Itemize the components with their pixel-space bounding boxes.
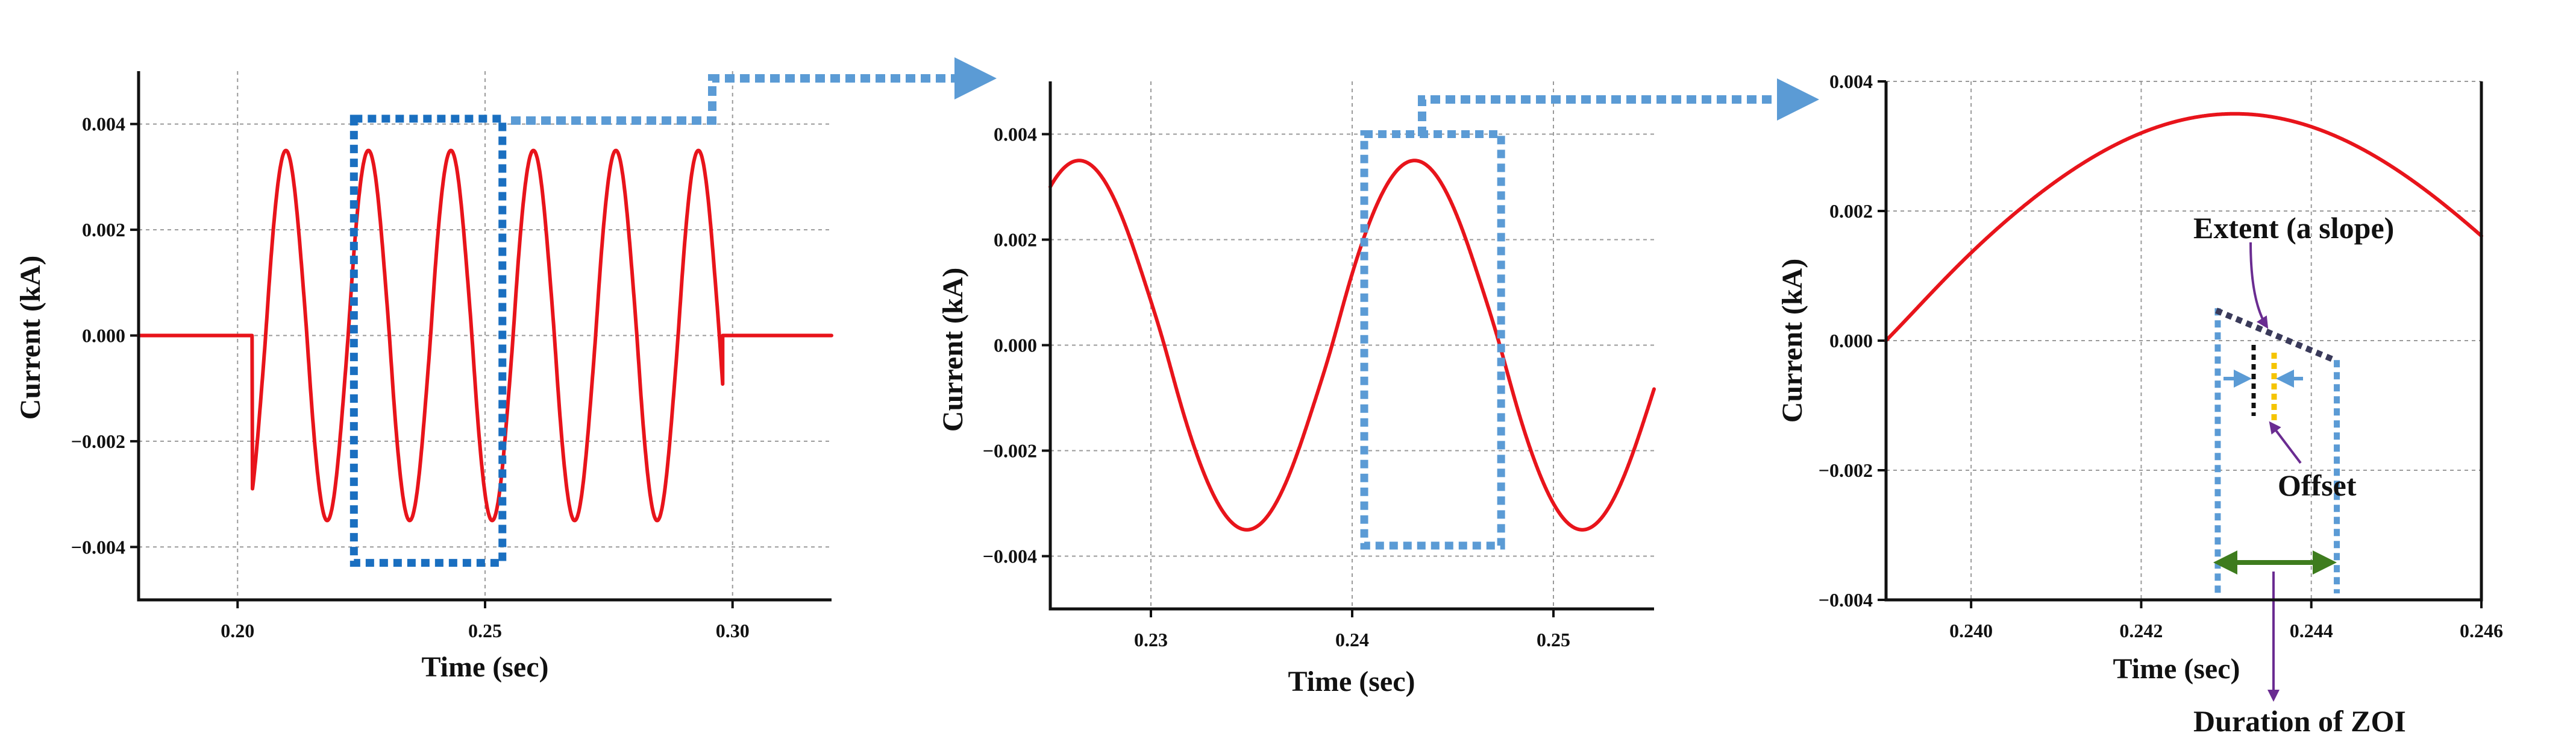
extent-annotation-label: Extent (a slope) xyxy=(2193,211,2394,245)
panel-2-grid xyxy=(1050,81,1654,609)
panel-1-axes xyxy=(137,71,832,602)
panel-1-x-tick-label: 0.25 xyxy=(468,620,502,641)
extent-annotation-arrow xyxy=(2249,242,2269,329)
panel-3-x-tick-label: 0.242 xyxy=(2119,620,2163,641)
panel-3-grid xyxy=(1886,81,2482,600)
panel-2-x-tick-label: 0.23 xyxy=(1134,629,1168,651)
panel-2-zoom-box xyxy=(1360,130,1505,550)
panel-2-y-tick-label: 0.004 xyxy=(994,124,1037,145)
panel-1-y-label: Current (kA) xyxy=(14,256,46,420)
panel-1-x-tick-label: 0.20 xyxy=(221,620,254,641)
panel-3-ticks: 0.240 0.242 0.244 0.246 −0.004 −0.002 0.000 0.0… xyxy=(1819,71,2503,641)
duration-annotation-label: Duration of ZOI xyxy=(2193,704,2406,738)
panel-1-full-waveform: 0.20 0.25 0.30−0.004−0.0020.0000.0020.004 … xyxy=(14,71,833,683)
panel-1-ticks: 0.20 0.25 0.30 −0.004 −0.002 0.000 0.002 0.004 xyxy=(71,113,750,641)
zoom-connector-arrow-1 xyxy=(511,57,997,125)
panel-1-y-tick-label: 0.004 xyxy=(82,113,125,135)
panel-2-zoomed-cycle: 0.23 0.24 0.25−0.004−0.0020.0000.0020.004 … xyxy=(937,81,1656,698)
panel-1-current-curve xyxy=(137,148,833,523)
panel-2-ticks: 0.23 0.24 0.25 −0.004 −0.002 0.000 0.002 0.004 xyxy=(983,124,1570,651)
panel-3-x-tick-label: 0.244 xyxy=(2290,620,2333,641)
panel-1-x-tick-label: 0.30 xyxy=(716,620,750,641)
panel-3-y-tick-label: 0.002 xyxy=(1829,200,1873,222)
panel-2-y-tick-label: 0.000 xyxy=(994,335,1037,356)
panel-3-y-tick-label: 0.004 xyxy=(1829,71,1873,92)
panel-3-x-label: Time (sec) xyxy=(2113,653,2240,685)
panel-2-x-tick-label: 0.25 xyxy=(1537,629,1570,651)
panel-3-axes xyxy=(1884,81,2483,602)
offset-annotation-arrow xyxy=(2269,421,2302,464)
panel-2-x-tick-label: 0.24 xyxy=(1335,629,1369,651)
panel-1-y-tick-label: 0.000 xyxy=(82,325,125,347)
panel-3-x-tick-label: 0.246 xyxy=(2460,620,2503,641)
panel-1-y-tick-label: −0.002 xyxy=(71,430,125,452)
panel-3-current-curve xyxy=(1884,112,2483,342)
zoom-connector-arrow-2 xyxy=(1418,78,1819,136)
panel-3-y-label: Current (kA) xyxy=(1776,259,1808,423)
panel-2-current-curve xyxy=(1048,159,1656,532)
panel-2-y-tick-label: 0.002 xyxy=(994,229,1037,251)
panel-1-y-tick-label: −0.004 xyxy=(71,536,125,558)
panel-3-x-tick-label: 0.240 xyxy=(1949,620,1993,641)
panel-2-axes xyxy=(1048,81,1654,611)
panel-3-zone-of-interest: 0.240 0.242 0.244 0.246 −0.004 −0.002 0.000 0.0… xyxy=(1776,71,2503,738)
panel-3-y-tick-label: −0.002 xyxy=(1819,459,1873,481)
panel-1-x-label: Time (sec) xyxy=(421,651,548,683)
panel-3-y-tick-label: −0.004 xyxy=(1819,589,1873,611)
panel-3-y-tick-label: 0.000 xyxy=(1829,330,1873,351)
panel-1-y-tick-label: 0.002 xyxy=(82,219,125,241)
panel-2-y-label: Current (kA) xyxy=(937,268,969,432)
panel-2-y-tick-label: −0.004 xyxy=(983,546,1037,567)
panel-1-grid xyxy=(139,71,832,600)
panel-2-x-label: Time (sec) xyxy=(1288,666,1415,698)
offset-annotation-label: Offset xyxy=(2278,468,2357,502)
panel-2-y-tick-label: −0.002 xyxy=(983,440,1037,462)
panel-1-zoom-box xyxy=(349,115,507,567)
